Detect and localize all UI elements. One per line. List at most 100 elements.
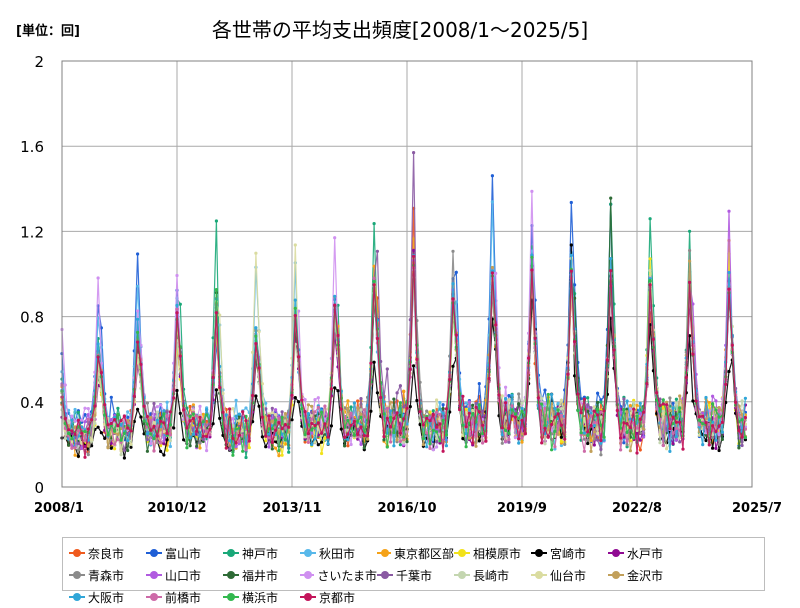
data-point — [211, 422, 215, 426]
data-point — [320, 410, 324, 414]
data-point — [119, 438, 123, 442]
data-point — [563, 437, 567, 441]
data-point — [80, 431, 84, 435]
data-point — [267, 414, 271, 418]
data-point — [392, 444, 396, 448]
data-point — [182, 408, 186, 412]
data-point — [428, 442, 432, 446]
data-point — [474, 434, 478, 438]
legend-label: 金沢市 — [627, 568, 664, 583]
data-point — [435, 440, 439, 444]
data-point — [136, 252, 140, 256]
data-point — [270, 406, 274, 410]
data-point — [648, 217, 652, 221]
data-point — [507, 426, 511, 430]
data-point — [234, 398, 238, 402]
data-point — [339, 427, 343, 431]
data-point — [632, 436, 636, 440]
data-point — [86, 407, 90, 411]
data-point — [599, 438, 603, 443]
data-point — [349, 411, 353, 415]
data-point — [638, 412, 642, 416]
data-point — [234, 445, 238, 449]
data-point — [586, 430, 590, 434]
data-point — [527, 356, 531, 360]
data-point — [625, 443, 629, 447]
legend-item: 青森市 — [69, 564, 146, 586]
data-point — [155, 424, 159, 428]
data-point — [80, 446, 84, 450]
data-point — [688, 280, 692, 284]
data-point — [116, 432, 120, 436]
data-point — [599, 423, 603, 427]
data-point — [615, 408, 619, 413]
data-point — [543, 406, 547, 410]
data-point — [635, 451, 639, 455]
data-point — [586, 441, 590, 446]
data-point — [300, 398, 304, 402]
legend-marker-icon — [69, 571, 85, 579]
data-point — [313, 398, 317, 402]
data-point — [277, 449, 281, 453]
data-point — [129, 429, 133, 433]
data-point — [352, 419, 356, 424]
data-point — [454, 300, 458, 304]
data-point — [234, 441, 238, 445]
data-point — [586, 433, 590, 438]
data-point — [421, 423, 425, 427]
data-point — [346, 418, 350, 422]
data-point — [648, 279, 652, 283]
data-point — [274, 408, 278, 412]
data-point — [642, 435, 646, 439]
data-point — [520, 406, 524, 411]
data-point — [188, 436, 192, 440]
data-point — [162, 412, 166, 416]
data-point — [316, 443, 320, 447]
data-point — [149, 432, 153, 436]
data-point — [205, 449, 209, 453]
data-point — [208, 433, 212, 437]
data-point — [385, 416, 389, 420]
legend-item: 京都市 — [300, 586, 377, 608]
data-point — [122, 456, 126, 460]
data-point — [467, 407, 471, 411]
data-point — [632, 407, 636, 411]
data-point — [628, 407, 633, 411]
y-tick-label: 1.2 — [20, 223, 44, 241]
data-point — [76, 429, 80, 433]
data-point — [277, 454, 281, 458]
data-point — [93, 404, 97, 408]
data-point — [313, 440, 317, 444]
data-point — [661, 412, 665, 416]
data-point — [165, 410, 169, 414]
data-point — [362, 446, 366, 450]
data-point — [145, 415, 149, 419]
data-point — [188, 414, 192, 418]
data-point — [405, 440, 409, 444]
data-point — [720, 420, 725, 424]
data-point — [90, 437, 94, 442]
data-point — [655, 398, 659, 402]
data-point — [129, 442, 133, 446]
data-point — [145, 401, 149, 405]
data-point — [714, 417, 718, 421]
data-point — [661, 398, 665, 402]
data-point — [113, 418, 117, 422]
data-point — [316, 421, 320, 425]
data-point — [257, 404, 261, 408]
data-point — [648, 283, 652, 287]
data-point — [198, 441, 202, 445]
data-point — [277, 417, 281, 421]
data-point — [556, 401, 560, 405]
data-point — [244, 455, 248, 460]
data-point — [622, 397, 626, 401]
data-point — [530, 268, 534, 272]
data-point — [270, 411, 274, 415]
data-point — [582, 397, 587, 401]
data-point — [559, 423, 564, 427]
data-point — [625, 410, 629, 414]
data-point — [254, 251, 258, 255]
data-point — [168, 444, 172, 449]
data-point — [520, 436, 524, 440]
data-point — [688, 248, 692, 253]
